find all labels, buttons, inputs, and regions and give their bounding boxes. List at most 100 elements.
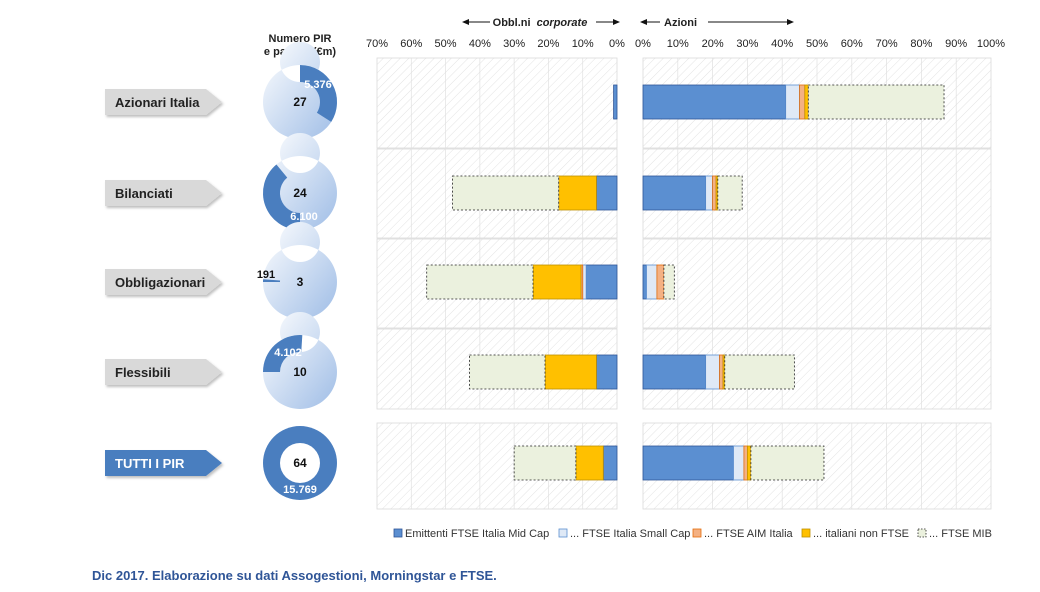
donut-ring xyxy=(262,312,337,409)
legend-swatch xyxy=(692,528,702,538)
donut-assets: 6.100 xyxy=(290,211,318,223)
equity-bar-segment xyxy=(642,175,707,211)
donut-assets: 4.102 xyxy=(274,347,302,359)
legend-label: ... FTSE Italia Small Cap xyxy=(570,528,690,540)
equity-bar-segment xyxy=(717,175,743,211)
right-tick-label: 40% xyxy=(771,38,793,50)
equity-bar-segment xyxy=(656,264,665,300)
equity-bar-segment xyxy=(722,354,726,390)
legend-label: Emittenti FTSE Italia Mid Cap xyxy=(405,528,549,540)
left-panel-header: Obbl.ni corporate xyxy=(493,17,588,29)
bond-bar-segment xyxy=(602,445,618,481)
bond-bar-segment xyxy=(575,445,604,481)
right-tick-label: 30% xyxy=(736,38,758,50)
donut-count: 3 xyxy=(297,275,304,289)
left-tick-label: 0% xyxy=(609,38,625,50)
legend-swatch xyxy=(558,528,568,538)
donut-count: 24 xyxy=(293,186,307,200)
donut-assets: 5.376 xyxy=(304,79,332,91)
left-tick-label: 60% xyxy=(400,38,422,50)
bond-bar-segment xyxy=(426,264,534,300)
right-tick-label: 80% xyxy=(910,38,932,50)
right-panel-header: Azioni xyxy=(664,17,697,29)
bars xyxy=(426,84,945,481)
equity-bar-segment xyxy=(807,84,945,120)
bond-bar-segment xyxy=(582,264,587,300)
donut-header-line1: Numero PIR xyxy=(269,33,332,45)
right-tick-label: 90% xyxy=(945,38,967,50)
donut-count: 64 xyxy=(293,456,307,470)
bond-bar-segment xyxy=(613,84,618,120)
category-labels: Azionari Italia Bilanciati Obbligazionari F… xyxy=(105,89,222,476)
donut-slice xyxy=(262,164,300,230)
bond-bar-segment xyxy=(452,175,560,211)
equity-bar-segment xyxy=(646,264,658,300)
left-arrow-icon xyxy=(462,19,620,25)
donut-hole xyxy=(280,443,320,483)
category-label: Obbligazionari xyxy=(115,275,205,290)
donut-slice xyxy=(263,279,281,282)
category-label: TUTTI I PIR xyxy=(115,456,185,471)
legend-swatch xyxy=(917,528,927,538)
donut-slice xyxy=(263,335,303,372)
legend-swatch xyxy=(801,528,811,538)
bond-bar-segment xyxy=(558,175,597,211)
left-panel-bg xyxy=(376,57,618,149)
legend: Emittenti FTSE Italia Mid Cap ... FTSE It… xyxy=(393,528,992,540)
legend-label: ... FTSE MIB xyxy=(929,528,992,540)
right-tick-label: 70% xyxy=(876,38,898,50)
equity-bar-segment xyxy=(642,84,787,120)
left-tick-label: 20% xyxy=(537,38,559,50)
bond-bar-segment xyxy=(469,354,546,390)
equity-bar-segment xyxy=(712,175,717,211)
equity-bar-segment xyxy=(642,354,707,390)
donut-ring xyxy=(262,41,337,140)
left-tick-label: 30% xyxy=(503,38,525,50)
equity-bar-segment xyxy=(750,445,825,481)
donut-count: 27 xyxy=(293,95,307,109)
left-tick-label: 70% xyxy=(366,38,388,50)
equity-bar-segment xyxy=(724,354,795,390)
category-label-bg xyxy=(105,450,222,476)
equity-bar-segment xyxy=(705,175,714,211)
equity-bar-segment xyxy=(799,84,806,120)
equity-bar-segment xyxy=(743,445,748,481)
equity-bar-segment xyxy=(804,84,809,120)
equity-bar-segment xyxy=(719,354,724,390)
bond-bar-segment xyxy=(513,445,577,481)
category-label: Flessibili xyxy=(115,365,171,380)
category-label-bg xyxy=(105,359,222,385)
equity-bar-segment xyxy=(733,445,745,481)
axis-ticks: 70% 60% 50% 40% 30% 20% 10% 0% 0% 10% 20% 30% 40% 50%… xyxy=(366,38,1005,50)
legend-label: ... FTSE AIM Italia xyxy=(704,528,794,540)
category-label: Azionari Italia xyxy=(115,95,200,110)
right-tick-label: 50% xyxy=(806,38,828,50)
right-arrow-icon xyxy=(640,19,794,25)
bond-bar-segment xyxy=(596,175,618,211)
right-tick-label: 10% xyxy=(667,38,689,50)
category-label: Bilanciati xyxy=(115,186,173,201)
chart-caption: Dic 2017. Elaborazione su dati Assogesti… xyxy=(92,568,497,583)
donut-assets: 15.769 xyxy=(283,484,317,496)
equity-bar-segment xyxy=(715,175,719,211)
category-label-bg xyxy=(105,89,222,115)
bond-bar-segment xyxy=(532,264,582,300)
right-tick-label: 60% xyxy=(841,38,863,50)
left-tick-label: 10% xyxy=(572,38,594,50)
right-tick-label: 0% xyxy=(635,38,651,50)
donut-slice xyxy=(300,65,338,122)
donut-charts: 27 5.376 24 6.100 3 191 10 4.102 64 15.769 xyxy=(257,41,338,500)
donut-ring xyxy=(262,222,337,319)
legend-swatch xyxy=(393,528,403,538)
donut-assets: 191 xyxy=(257,269,275,281)
donut-count: 10 xyxy=(293,365,307,379)
equity-bar-segment xyxy=(642,445,734,481)
equity-bar-segment xyxy=(642,264,647,300)
equity-bar-segment xyxy=(747,445,752,481)
equity-bar-segment xyxy=(705,354,720,390)
right-tick-label: 100% xyxy=(977,38,1005,50)
equity-bar-segment xyxy=(785,84,800,120)
bond-bar-segment xyxy=(544,354,597,390)
category-label-bg xyxy=(105,180,222,206)
